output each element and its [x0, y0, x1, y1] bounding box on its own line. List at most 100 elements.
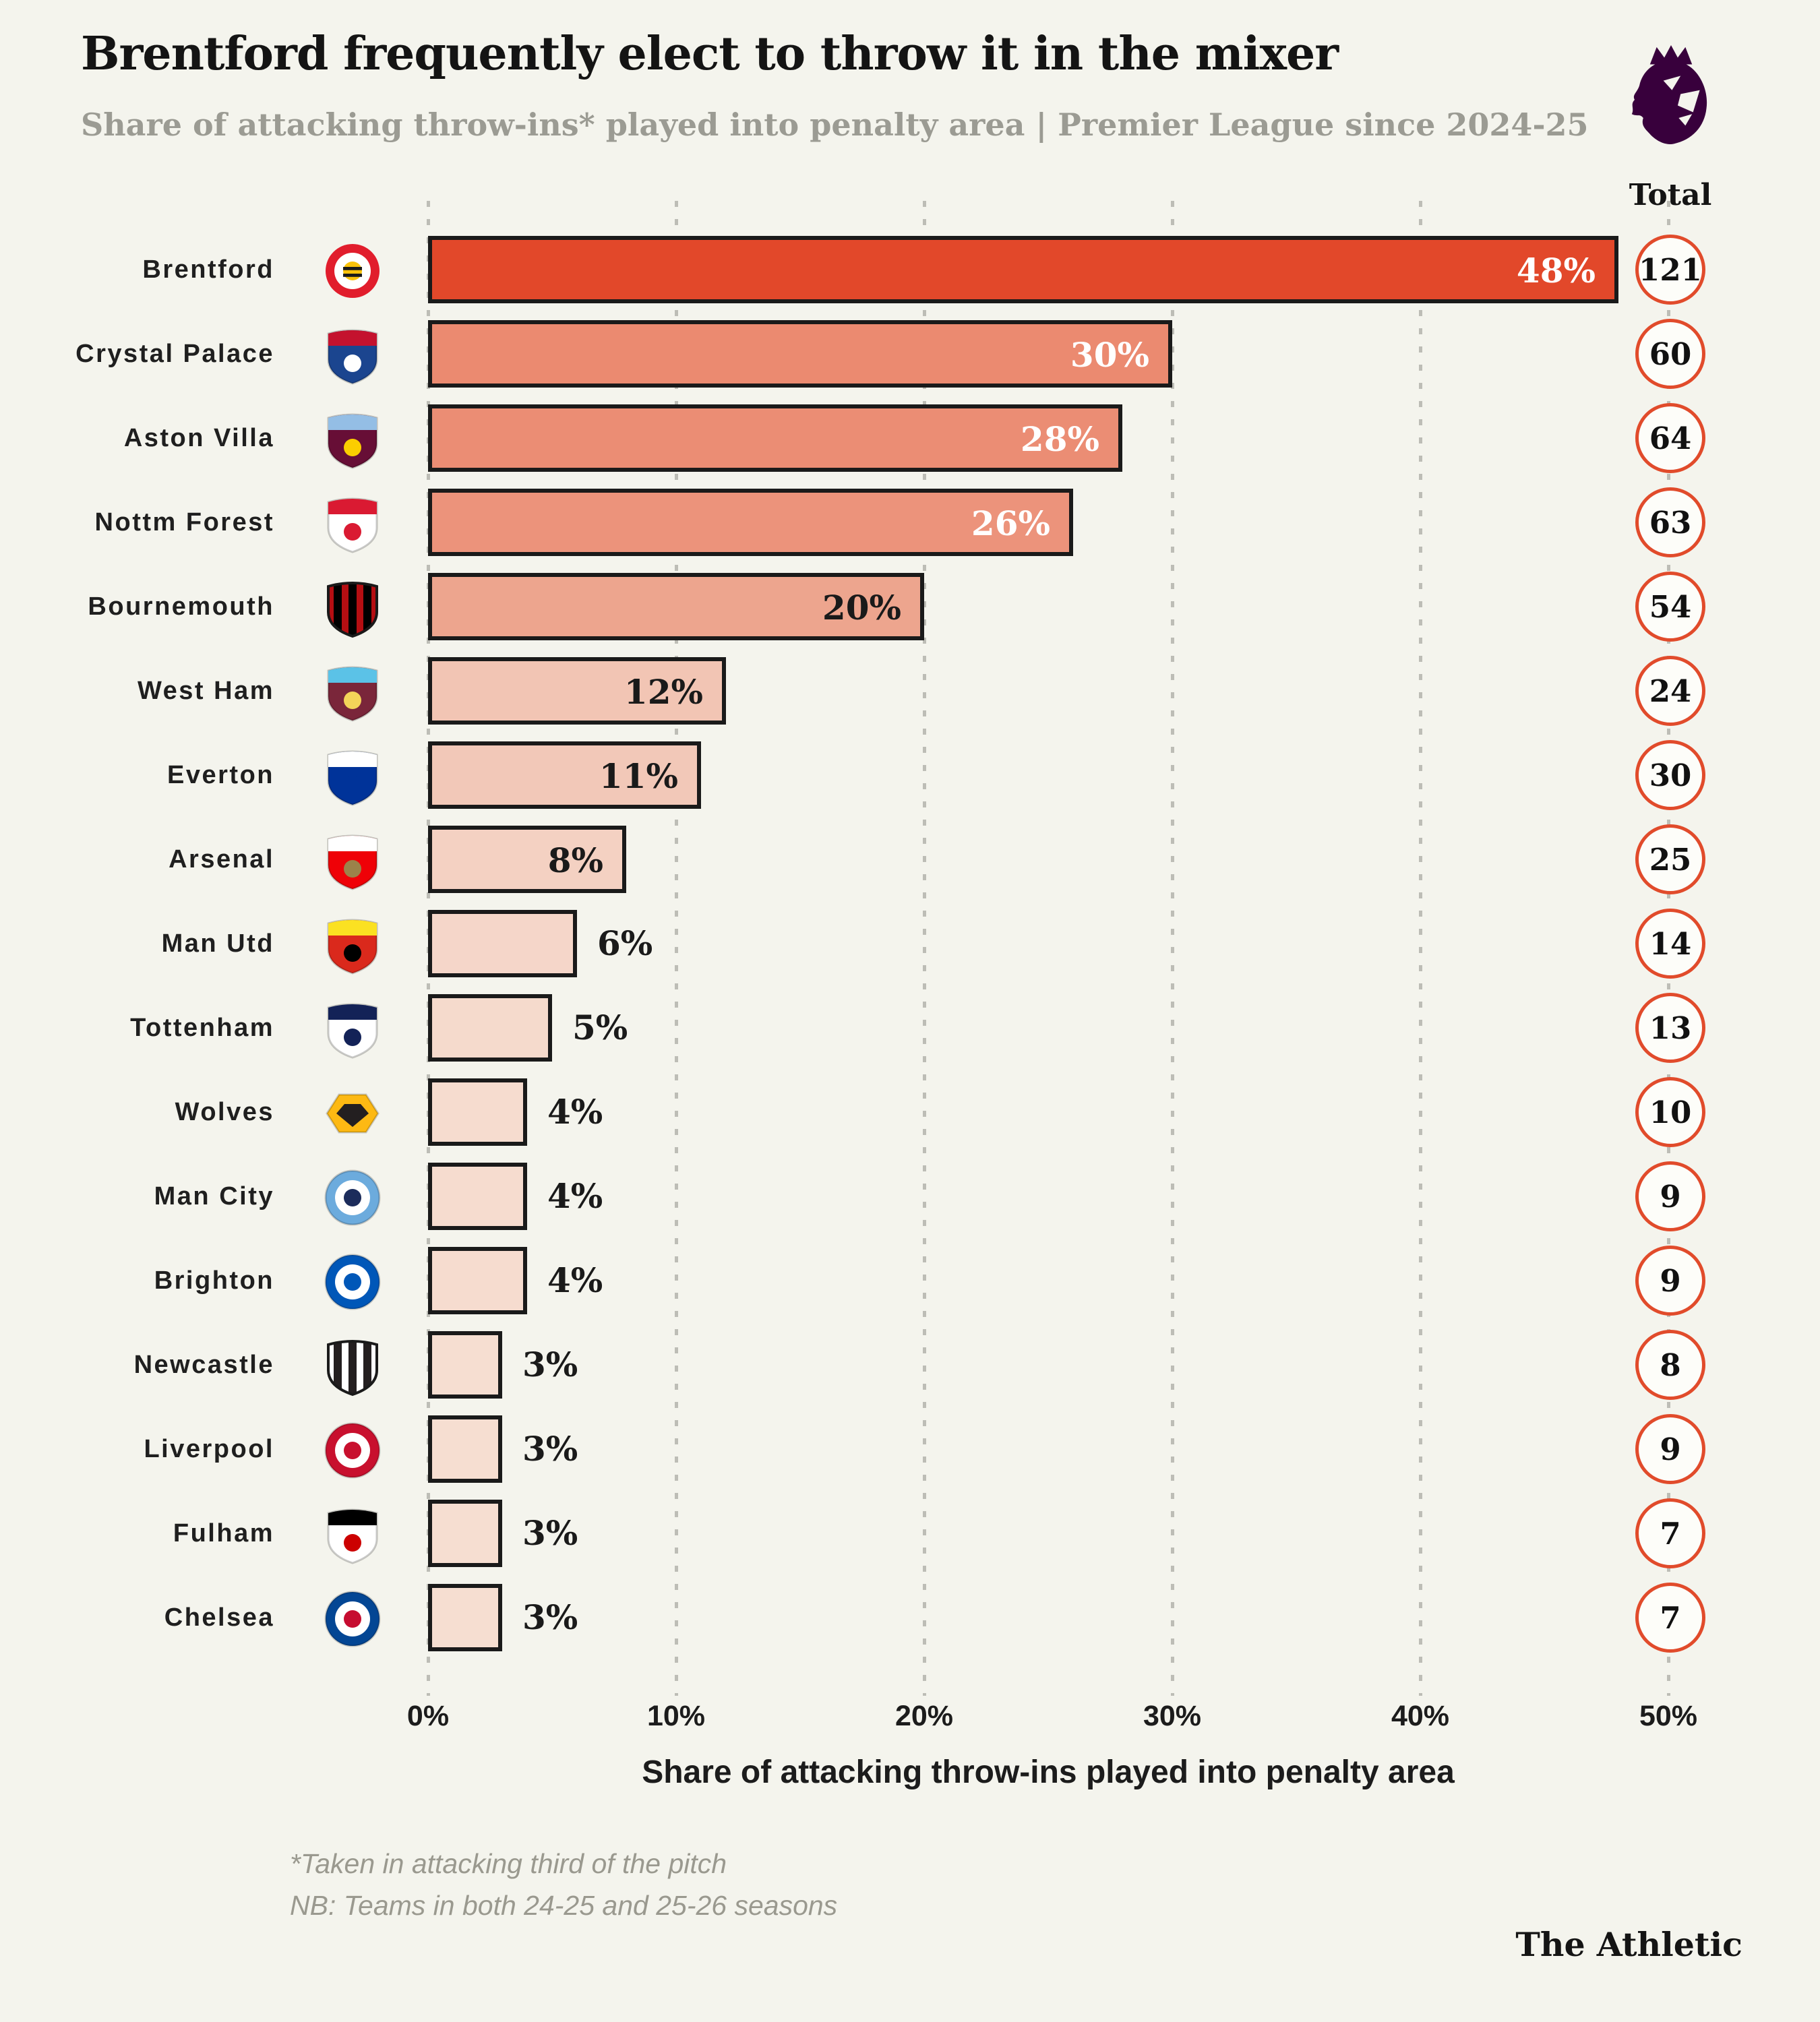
footnote-nb: NB: Teams in both 24-25 and 25-26 season…: [290, 1890, 838, 1921]
team-badge-west-ham-icon: [324, 663, 381, 722]
bar-man-city: [428, 1163, 527, 1230]
total-badge: 14: [1635, 909, 1705, 979]
team-row-west-ham: West Ham 12% 24: [0, 656, 1820, 726]
total-value: 9: [1660, 1262, 1681, 1299]
team-badge-crystal-palace-icon: [324, 326, 381, 385]
bar-value-label: 30%: [1070, 335, 1149, 375]
team-badge-man-utd-icon: [324, 915, 381, 975]
total-value: 54: [1649, 588, 1692, 625]
team-row-bournemouth: Bournemouth 20% 54: [0, 572, 1820, 642]
team-row-newcastle: Newcastle 3% 8: [0, 1330, 1820, 1400]
team-badge-man-city-icon: [324, 1168, 381, 1226]
bar-value-label: 4%: [547, 1260, 603, 1300]
total-value: 63: [1649, 504, 1692, 541]
gridline: [1171, 201, 1174, 1696]
total-badge: 13: [1635, 993, 1705, 1063]
total-value: 30: [1649, 757, 1692, 793]
bar-liverpool: [428, 1415, 502, 1483]
total-value: 121: [1639, 251, 1702, 288]
team-badge-everton-icon: [324, 747, 381, 806]
team-label: Aston Villa: [123, 424, 274, 452]
totals-column-header: Total: [1629, 178, 1712, 212]
bar-fulham: [428, 1500, 502, 1567]
bar-value-label: 6%: [597, 923, 653, 963]
team-label: Nottm Forest: [94, 508, 274, 537]
team-badge-brighton-icon: [324, 1252, 381, 1310]
total-badge: 64: [1635, 403, 1705, 473]
team-badge-wolves-icon: [324, 1084, 381, 1140]
team-badge-tottenham-icon: [324, 1000, 381, 1059]
total-value: 13: [1649, 1010, 1692, 1046]
team-row-aston-villa: Aston Villa 28% 64: [0, 403, 1820, 473]
bar-man-utd: [428, 910, 577, 977]
bar-value-label: 26%: [971, 503, 1050, 543]
team-badge-chelsea-icon: [324, 1589, 381, 1647]
bar-value-label: 3%: [522, 1429, 578, 1469]
total-badge: 9: [1635, 1246, 1705, 1316]
team-label: Newcastle: [133, 1351, 274, 1379]
team-badge-brentford-icon: [324, 241, 381, 298]
team-label: Liverpool: [144, 1435, 274, 1463]
team-badge-liverpool-icon: [324, 1421, 381, 1479]
bar-west-ham: 12%: [428, 657, 726, 725]
total-badge: 10: [1635, 1077, 1705, 1147]
gridline: [923, 201, 926, 1696]
total-value: 14: [1649, 925, 1692, 962]
bar-brentford: 48%: [428, 236, 1618, 303]
total-badge: 9: [1635, 1161, 1705, 1231]
team-label: Man Utd: [161, 929, 274, 958]
bar-chelsea: [428, 1584, 502, 1651]
bar-value-label: 4%: [547, 1176, 603, 1216]
bar-everton: 11%: [428, 741, 701, 809]
team-row-everton: Everton 11% 30: [0, 740, 1820, 810]
total-value: 64: [1649, 420, 1692, 456]
team-badge-bournemouth-icon: [324, 578, 381, 638]
bar-newcastle: [428, 1331, 502, 1399]
bar-value-label: 11%: [599, 756, 678, 796]
total-badge: 24: [1635, 656, 1705, 726]
team-row-tottenham: Tottenham 5% 13: [0, 993, 1820, 1063]
team-label: Arsenal: [169, 845, 274, 874]
bar-value-label: 20%: [822, 588, 901, 627]
x-axis-tick-label: 20%: [894, 1700, 954, 1732]
team-row-brighton: Brighton 4% 9: [0, 1246, 1820, 1316]
team-label: Brentford: [142, 255, 274, 284]
total-badge: 63: [1635, 487, 1705, 557]
team-row-liverpool: Liverpool 3% 9: [0, 1414, 1820, 1484]
bar-value-label: 48%: [1516, 251, 1596, 290]
x-axis-tick-label: 30%: [1143, 1700, 1202, 1732]
total-value: 9: [1660, 1178, 1681, 1215]
bar-value-label: 8%: [547, 840, 603, 880]
total-value: 9: [1660, 1431, 1681, 1467]
bar-value-label: 28%: [1020, 419, 1099, 459]
x-axis-tick-label: 50%: [1639, 1700, 1698, 1732]
total-badge: 7: [1635, 1498, 1705, 1568]
bar-value-label: 3%: [522, 1597, 578, 1637]
team-label: Man City: [154, 1182, 274, 1211]
team-row-crystal-palace: Crystal Palace 30% 60: [0, 319, 1820, 389]
total-badge: 8: [1635, 1330, 1705, 1400]
bar-value-label: 4%: [547, 1092, 603, 1132]
team-badge-newcastle-icon: [324, 1337, 381, 1397]
bar-wolves: [428, 1078, 527, 1146]
gridline: [675, 201, 678, 1696]
total-value: 25: [1649, 841, 1692, 878]
x-axis-tick-label: 10%: [646, 1700, 706, 1732]
team-label: West Ham: [137, 677, 274, 705]
bar-value-label: 5%: [572, 1008, 628, 1047]
team-row-chelsea: Chelsea 3% 7: [0, 1583, 1820, 1653]
total-value: 10: [1649, 1094, 1692, 1130]
total-badge: 54: [1635, 572, 1705, 642]
team-row-fulham: Fulham 3% 7: [0, 1498, 1820, 1568]
gridline: [1419, 201, 1422, 1696]
total-value: 7: [1660, 1515, 1681, 1552]
bar-value-label: 3%: [522, 1345, 578, 1384]
team-row-man-utd: Man Utd 6% 14: [0, 909, 1820, 979]
team-label: Wolves: [175, 1098, 274, 1126]
team-label: Fulham: [173, 1519, 274, 1548]
team-label: Bournemouth: [88, 592, 274, 621]
team-label: Brighton: [154, 1266, 274, 1295]
bar-value-label: 12%: [624, 672, 703, 712]
premier-league-lion-logo: [1631, 45, 1707, 144]
